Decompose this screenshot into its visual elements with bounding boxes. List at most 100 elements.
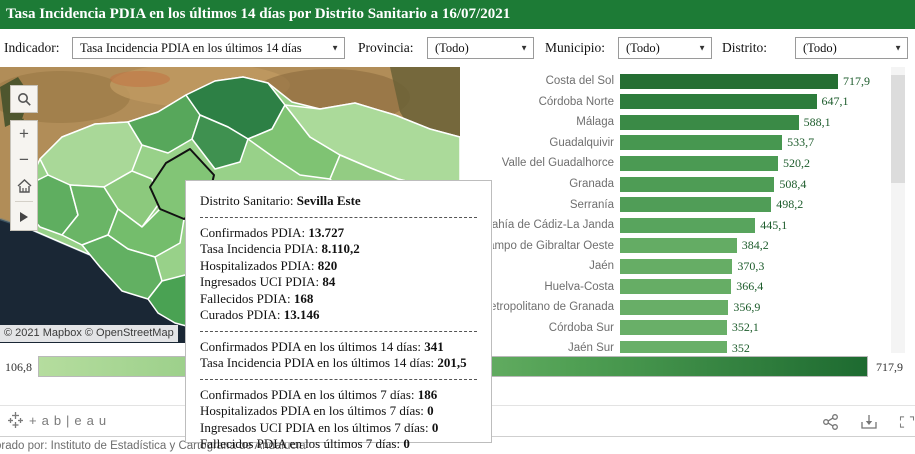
tooltip-stat-line: Ingresados UCI PDIA: 84	[200, 274, 336, 289]
bar[interactable]	[620, 340, 727, 353]
bar[interactable]	[620, 135, 783, 151]
zoom-out-button[interactable]: −	[19, 150, 29, 169]
tooltip-stat-line: Fallecidos PDIA en los últimos 7 días: 0	[200, 436, 410, 451]
bar-category-label: Costa del Sol	[545, 75, 614, 88]
legend-max-label: 717,9	[876, 360, 903, 374]
search-icon	[17, 92, 31, 106]
bar-value-label: 588,1	[803, 114, 831, 129]
bar[interactable]	[620, 279, 732, 295]
bar-row: Granada 508,4	[493, 174, 891, 195]
bar[interactable]	[620, 197, 772, 213]
bar-row: Metropolitano de Granada 356,9	[493, 297, 891, 318]
tooltip-stat-line: Confirmados PDIA en los últimos 7 días: …	[200, 386, 438, 402]
bar-value-label: 508,4	[779, 176, 807, 191]
provincia-dropdown-value: (Todo)	[435, 40, 469, 55]
download-button[interactable]	[858, 412, 880, 432]
bar-row: Campo de Gibraltar Oeste 384,2	[493, 235, 891, 256]
bar-value-label: 352	[731, 340, 750, 353]
bar-row: Córdoba Sur 352,1	[493, 318, 891, 339]
bar-value-label: 498,2	[776, 197, 804, 212]
bar-category-label: Metropolitano de Granada	[493, 301, 614, 314]
tooltip-stat-line: Fallecidos PDIA: 168	[200, 290, 314, 306]
bar[interactable]	[620, 114, 799, 130]
bar-category-label: Málaga	[576, 116, 614, 129]
tooltip-stat-line: Confirmados PDIA en los últimos 14 días:…	[200, 338, 444, 354]
chart-scrollbar[interactable]	[891, 67, 905, 353]
page-title: Tasa Incidencia PDIA en los últimos 14 d…	[6, 6, 511, 22]
bar-category-label: Jaén	[589, 260, 614, 273]
bar-value-label: 366,4	[736, 279, 764, 294]
tableau-logo-text: +ab|eau	[29, 412, 112, 428]
bar[interactable]	[620, 238, 737, 254]
bar-category-label: Córdoba Sur	[548, 321, 614, 334]
map-canvas[interactable]: + − © 2021 Mapbox © OpenStreetMap	[0, 67, 460, 343]
tooltip-stat-line: Confirmados PDIA: 13.727	[200, 224, 345, 240]
map-toolbar: + −	[10, 120, 38, 231]
bar-value-label: 520,2	[783, 155, 810, 170]
bar-row: Costa del Sol 717,9	[493, 71, 891, 92]
chevron-down-icon: ▼	[331, 43, 339, 53]
bar-value-label: 717,9	[843, 73, 870, 88]
bar-row: Jaén 370,3	[493, 256, 891, 277]
chevron-down-icon: ▼	[698, 43, 706, 53]
share-button[interactable]	[820, 412, 842, 432]
bar-value-label: 533,7	[787, 135, 815, 150]
bar-chart: Costa del Sol 717,9 Córdoba Norte 647,1 Mála…	[493, 67, 891, 353]
map-attribution: © 2021 Mapbox © OpenStreetMap	[0, 325, 178, 342]
map-pan-button[interactable]	[11, 204, 37, 230]
bar-category-label: Valle del Guadalhorce	[501, 157, 614, 170]
provincia-dropdown[interactable]: (Todo) ▼	[427, 37, 534, 59]
bar-category-label: Córdoba Norte	[538, 95, 614, 108]
bar[interactable]	[620, 94, 817, 110]
bar-value-label: 647,1	[821, 94, 849, 109]
indicador-dropdown-value: Tasa Incidencia PDIA en los últimos 14 d…	[80, 40, 302, 55]
tooltip-section-cumulative: Confirmados PDIA: 13.727 Tasa Incidencia …	[200, 225, 477, 324]
home-icon	[17, 179, 31, 193]
bar[interactable]	[620, 299, 729, 315]
tooltip-divider	[200, 378, 477, 380]
chevron-down-icon: ▼	[520, 43, 528, 53]
tooltip-stat-line: Ingresados UCI PDIA en los últimos 7 día…	[200, 419, 439, 435]
map-home-button[interactable]	[11, 173, 37, 199]
bar[interactable]	[620, 320, 727, 336]
tooltip-section-14-days: Confirmados PDIA en los últimos 14 días:…	[200, 339, 477, 372]
tooltip-stat-line: Curados PDIA: 13.146	[200, 307, 320, 322]
municipio-dropdown[interactable]: (Todo) ▼	[618, 37, 712, 59]
bar[interactable]	[620, 217, 756, 233]
bar-value-label: 384,2	[741, 238, 769, 253]
map-search-button[interactable]	[10, 85, 38, 113]
bar-row: Jaén Sur 352	[493, 338, 891, 353]
fullscreen-button[interactable]	[899, 412, 915, 432]
tooltip-district-name: Sevilla Este	[296, 193, 361, 208]
legend-min-label: 106,8	[5, 360, 32, 374]
toolbar-divider	[15, 201, 33, 202]
distrito-dropdown[interactable]: (Todo) ▼	[795, 37, 908, 59]
filter-label-indicador: Indicador:	[4, 40, 60, 55]
tooltip-stat-line: Tasa Incidencia PDIA en los últimos 14 d…	[200, 355, 467, 370]
tableau-mark-icon	[8, 412, 23, 428]
bar-row: Huelva-Costa 366,4	[493, 276, 891, 297]
bar-category-label: Huelva-Costa	[544, 280, 614, 293]
indicador-dropdown[interactable]: Tasa Incidencia PDIA en los últimos 14 d…	[72, 37, 345, 59]
map-district[interactable]	[191, 114, 249, 170]
tableau-logo[interactable]: +ab|eau	[8, 412, 111, 428]
tooltip-stat-line: Hospitalizados PDIA en los últimos 7 día…	[200, 403, 434, 418]
pan-arrow-icon	[20, 212, 28, 222]
bar-row: Guadalquivir 533,7	[493, 133, 891, 154]
bar[interactable]	[620, 176, 775, 192]
bar-value-label: 370,3	[737, 258, 765, 273]
bar[interactable]	[620, 258, 733, 274]
bar-category-label: Serranía	[569, 198, 614, 211]
scrollbar-thumb[interactable]	[891, 75, 905, 183]
filter-label-distrito: Distrito:	[722, 40, 768, 55]
bar-category-label: Bahía de Cádiz-La Janda	[493, 219, 614, 232]
zoom-in-button[interactable]: +	[19, 124, 29, 143]
header-bar: Tasa Incidencia PDIA en los últimos 14 d…	[0, 0, 915, 29]
bar[interactable]	[620, 73, 838, 89]
bar-value-label: 445,1	[760, 217, 788, 232]
bar[interactable]	[620, 155, 778, 171]
municipio-dropdown-value: (Todo)	[626, 40, 660, 55]
bar-row: Málaga 588,1	[493, 112, 891, 133]
credit-text: orado por: Instituto de Estadística y Ca…	[0, 440, 306, 452]
